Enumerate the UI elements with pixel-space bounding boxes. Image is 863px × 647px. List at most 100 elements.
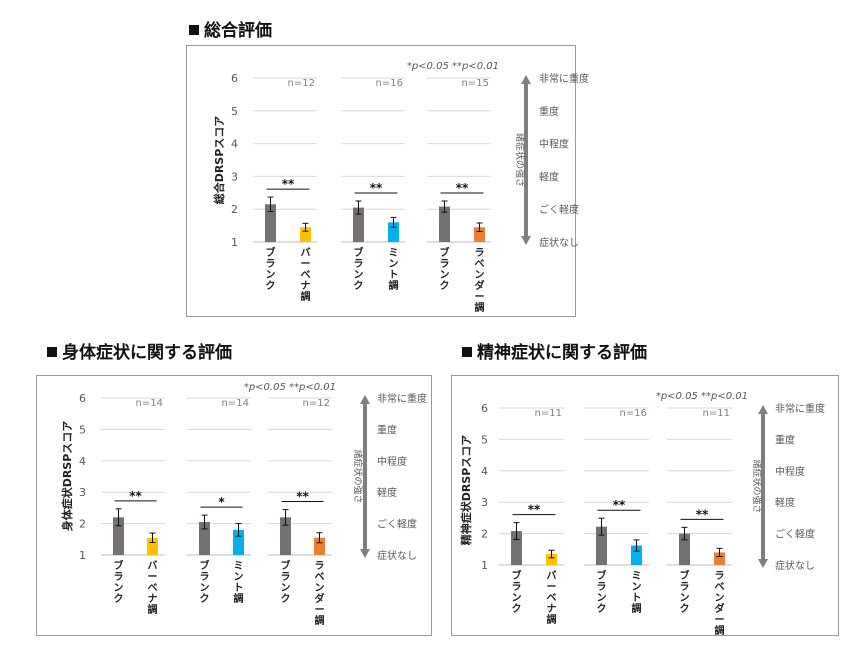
bar-verbena — [147, 537, 158, 555]
severity-level-label: 軽度 — [377, 486, 397, 499]
y-tick-label: 1 — [79, 549, 86, 562]
bar-blank — [265, 204, 276, 242]
sample-size-label: n=16 — [376, 78, 403, 89]
y-tick-label: 4 — [231, 138, 238, 151]
sample-size-label: n=14 — [222, 398, 249, 409]
bar-lavender — [474, 227, 485, 242]
severity-axis-label: 諸症状の強さ — [751, 459, 763, 513]
arrow-down-icon — [360, 549, 370, 558]
section-title-text: 身体症状に関する評価 — [62, 343, 232, 363]
significance-marker: ** — [129, 489, 142, 503]
chart-panel-total: 1 2 3 4 5 6 総合DRSPスコア *p<0.05 **p<0.01 n=12 ブランク バ… — [186, 45, 589, 317]
x-category-label: バーベナ調 — [301, 247, 311, 303]
section-title-text: 精神症状に関する評価 — [477, 343, 647, 363]
x-category-label: ミント調 — [632, 570, 642, 615]
arrow-up-icon — [758, 405, 768, 414]
significance-marker: ** — [456, 181, 469, 195]
x-category-label: ブランク — [114, 559, 124, 605]
y-tick-label: 2 — [79, 518, 86, 531]
section-title-body: 身体症状に関する評価 — [47, 338, 232, 363]
bar-mint — [388, 222, 399, 242]
severity-level-label: 症状なし — [775, 559, 815, 572]
chart-mind-symptoms: 1 2 3 4 5 6 精神症状DRSPスコア *p<0.05 **p<0.01 n=11 ブラン… — [459, 391, 825, 637]
severity-level-label: 重度 — [377, 423, 397, 436]
sample-size-label: n=16 — [620, 408, 647, 419]
x-category-label: ブランク — [512, 569, 522, 615]
sample-size-label: n=12 — [303, 398, 330, 409]
arrow-down-icon — [758, 559, 768, 568]
y-tick-label: 5 — [481, 433, 488, 446]
x-category-label: ブランク — [440, 246, 450, 292]
square-bullet-icon — [462, 347, 472, 357]
significance-marker: * — [218, 495, 225, 509]
y-tick-label: 6 — [79, 392, 86, 405]
significance-marker: ** — [613, 498, 626, 512]
severity-level-label: 非常に重度 — [539, 72, 589, 85]
significance-note: *p<0.05 **p<0.01 — [244, 382, 336, 393]
square-bullet-icon — [189, 25, 199, 35]
x-category-label: ブランク — [680, 569, 690, 615]
bar-blank — [280, 517, 291, 555]
x-category-label: ミント調 — [234, 560, 244, 605]
bar-blank — [511, 531, 522, 565]
severity-level-label: ごく軽度 — [377, 518, 417, 531]
sample-size-label: n=12 — [288, 78, 315, 89]
x-category-label: バーベナ調 — [148, 560, 158, 616]
arrow-up-icon — [521, 75, 531, 84]
bar-blank — [679, 533, 690, 565]
severity-level-label: 非常に重度 — [775, 402, 825, 415]
bar-mint — [233, 529, 244, 555]
x-category-label: バーベナ調 — [547, 570, 557, 626]
x-category-label: ミント調 — [389, 247, 399, 292]
significance-note: *p<0.05 **p<0.01 — [407, 61, 499, 72]
y-tick-label: 5 — [231, 105, 238, 118]
x-category-label: ブランク — [354, 246, 364, 292]
y-tick-label: 2 — [231, 203, 238, 216]
bar-blank — [439, 206, 450, 242]
y-tick-label: 6 — [231, 72, 238, 85]
x-category-label: ブランク — [266, 246, 276, 292]
significance-marker: ** — [370, 181, 383, 195]
chart-panel-mind: 1 2 3 4 5 6 精神症状DRSPスコア *p<0.05 **p<0.01 n=11 ブラン… — [451, 375, 839, 637]
y-tick-label: 5 — [79, 423, 86, 436]
sample-size-label: n=15 — [462, 78, 489, 89]
arrow-down-icon — [521, 236, 531, 245]
significance-marker: ** — [696, 507, 709, 521]
bar-verbena — [546, 554, 557, 565]
chart-body-symptoms: 1 2 3 4 5 6 身体症状DRSPスコア *p<0.05 **p<0.01 n=14 ブラン… — [60, 382, 427, 627]
severity-level-label: 軽度 — [775, 496, 795, 509]
x-category-label: ラベンダー調 — [315, 560, 325, 627]
square-bullet-icon — [47, 347, 57, 357]
severity-level-label: 重度 — [775, 433, 795, 446]
y-tick-label: 3 — [481, 496, 488, 509]
y-tick-label: 2 — [481, 528, 488, 541]
severity-level-label: 症状なし — [539, 236, 579, 249]
y-axis-label: 精神症状DRSPスコア — [459, 435, 473, 546]
y-axis-label: 身体症状DRSPスコア — [60, 421, 74, 532]
bar-lavender — [314, 537, 325, 555]
severity-level-label: 非常に重度 — [377, 392, 427, 405]
x-category-label: ブランク — [281, 559, 291, 605]
severity-level-label: 中程度 — [775, 465, 805, 478]
bar-lavender — [714, 552, 725, 565]
severity-level-label: 中程度 — [377, 455, 407, 468]
severity-level-label: 中程度 — [539, 138, 569, 151]
y-tick-label: 1 — [231, 236, 238, 249]
severity-axis-label: 諸症状の強さ — [514, 133, 526, 187]
bar-blank — [353, 207, 364, 242]
sample-size-label: n=14 — [136, 398, 163, 409]
sample-size-label: n=11 — [535, 408, 562, 419]
y-tick-label: 4 — [481, 465, 488, 478]
x-category-label: ブランク — [597, 569, 607, 615]
y-tick-label: 1 — [481, 559, 488, 572]
severity-level-label: 重度 — [539, 105, 559, 118]
bar-blank — [113, 517, 124, 555]
y-axis-label: 総合DRSPスコア — [212, 116, 226, 205]
severity-axis-label: 諸症状の強さ — [352, 449, 364, 503]
section-title-total: 総合評価 — [189, 16, 272, 41]
arrow-up-icon — [360, 395, 370, 404]
y-tick-label: 4 — [79, 455, 86, 468]
chart-panel-body: 1 2 3 4 5 6 身体症状DRSPスコア *p<0.05 **p<0.01 n=14 ブラン… — [36, 375, 432, 636]
significance-marker: ** — [282, 177, 295, 191]
x-category-label: ラベンダー調 — [715, 570, 725, 637]
